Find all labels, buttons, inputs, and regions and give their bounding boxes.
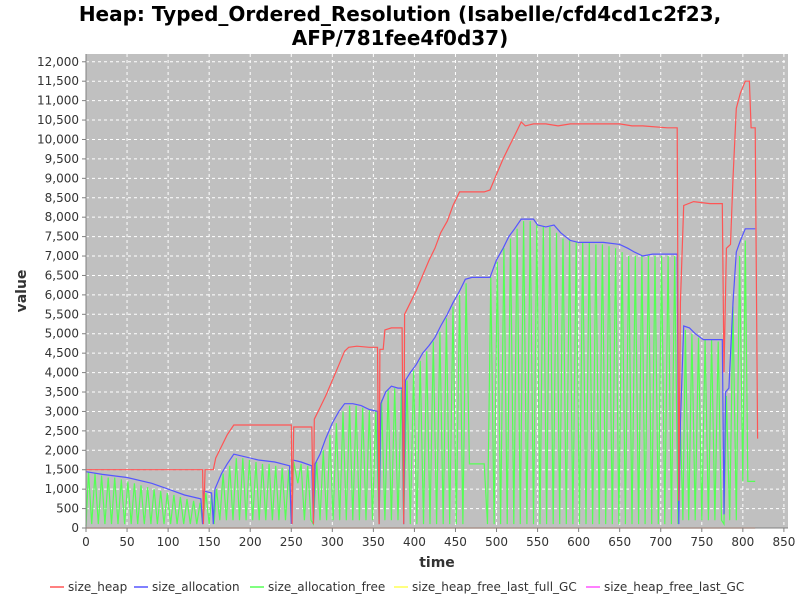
y-tick-label: 10,500 [37,113,79,127]
x-tick-label: 200 [239,535,262,549]
y-tick-label: 8,500 [45,191,79,205]
plot-area [86,54,788,528]
y-tick-label: 7,000 [45,249,79,263]
legend: size_heap size_allocation size_allocation_… [50,580,744,594]
x-tick-label: 400 [403,535,426,549]
y-tick-label: 11,500 [37,74,79,88]
y-tick-label: 6,500 [45,268,79,282]
x-tick-label: 550 [526,535,549,549]
y-tick-label: 5,500 [45,307,79,321]
legend-label: size_allocation [152,580,240,594]
y-axis-label: value [14,270,30,313]
y-tick-label: 9,500 [45,152,79,166]
axes: 05001,0001,5002,0002,5003,0003,5004,0004… [37,54,795,549]
x-tick-label: 100 [157,535,180,549]
y-tick-label: 1,500 [45,463,79,477]
x-tick-label: 500 [485,535,508,549]
y-tick-label: 7,500 [45,230,79,244]
chart-title-line-2: AFP/781fee4f0d37) [291,26,509,50]
x-tick-label: 350 [362,535,385,549]
x-tick-label: 800 [731,535,754,549]
legend-label: size_heap_free_last_GC [604,580,744,594]
chart-title: Heap: Typed_Ordered_Resolution (Isabelle… [0,2,800,50]
x-tick-label: 450 [444,535,467,549]
series-line-size-allocation [85,218,756,525]
grid [86,54,788,528]
chart-title-line-1: Heap: Typed_Ordered_Resolution (Isabelle… [78,2,722,26]
x-tick-label: 300 [321,535,344,549]
series-line-size-heap [86,80,759,525]
y-tick-label: 6,000 [45,288,79,302]
x-tick-label: 650 [608,535,631,549]
y-tick-label: 12,000 [37,55,79,69]
y-tick-label: 9,000 [45,171,79,185]
y-tick-label: 8,000 [45,210,79,224]
x-tick-label: 700 [649,535,672,549]
x-tick-label: 850 [772,535,795,549]
y-tick-label: 1,000 [45,482,79,496]
x-tick-label: 600 [567,535,590,549]
y-tick-label: 500 [56,502,79,516]
x-axis-label: time [419,555,455,571]
y-tick-label: 3,000 [45,404,79,418]
legend-label: size_heap [68,580,127,594]
legend-label: size_allocation_free [268,580,385,594]
y-tick-label: 3,500 [45,385,79,399]
legend-label: size_heap_free_last_full_GC [412,580,577,594]
x-tick-label: 750 [690,535,713,549]
y-tick-label: 2,500 [45,424,79,438]
y-tick-label: 10,000 [37,132,79,146]
y-tick-label: 2,000 [45,443,79,457]
y-tick-label: 5,000 [45,327,79,341]
x-tick-label: 250 [280,535,303,549]
x-tick-label: 150 [198,535,221,549]
x-tick-label: 50 [119,535,134,549]
y-tick-label: 4,000 [45,366,79,380]
series-line-size-allocation-free [85,221,756,527]
y-tick-label: 0 [71,521,79,535]
y-tick-label: 11,000 [37,94,79,108]
y-tick-label: 4,500 [45,346,79,360]
x-tick-label: 0 [82,535,90,549]
